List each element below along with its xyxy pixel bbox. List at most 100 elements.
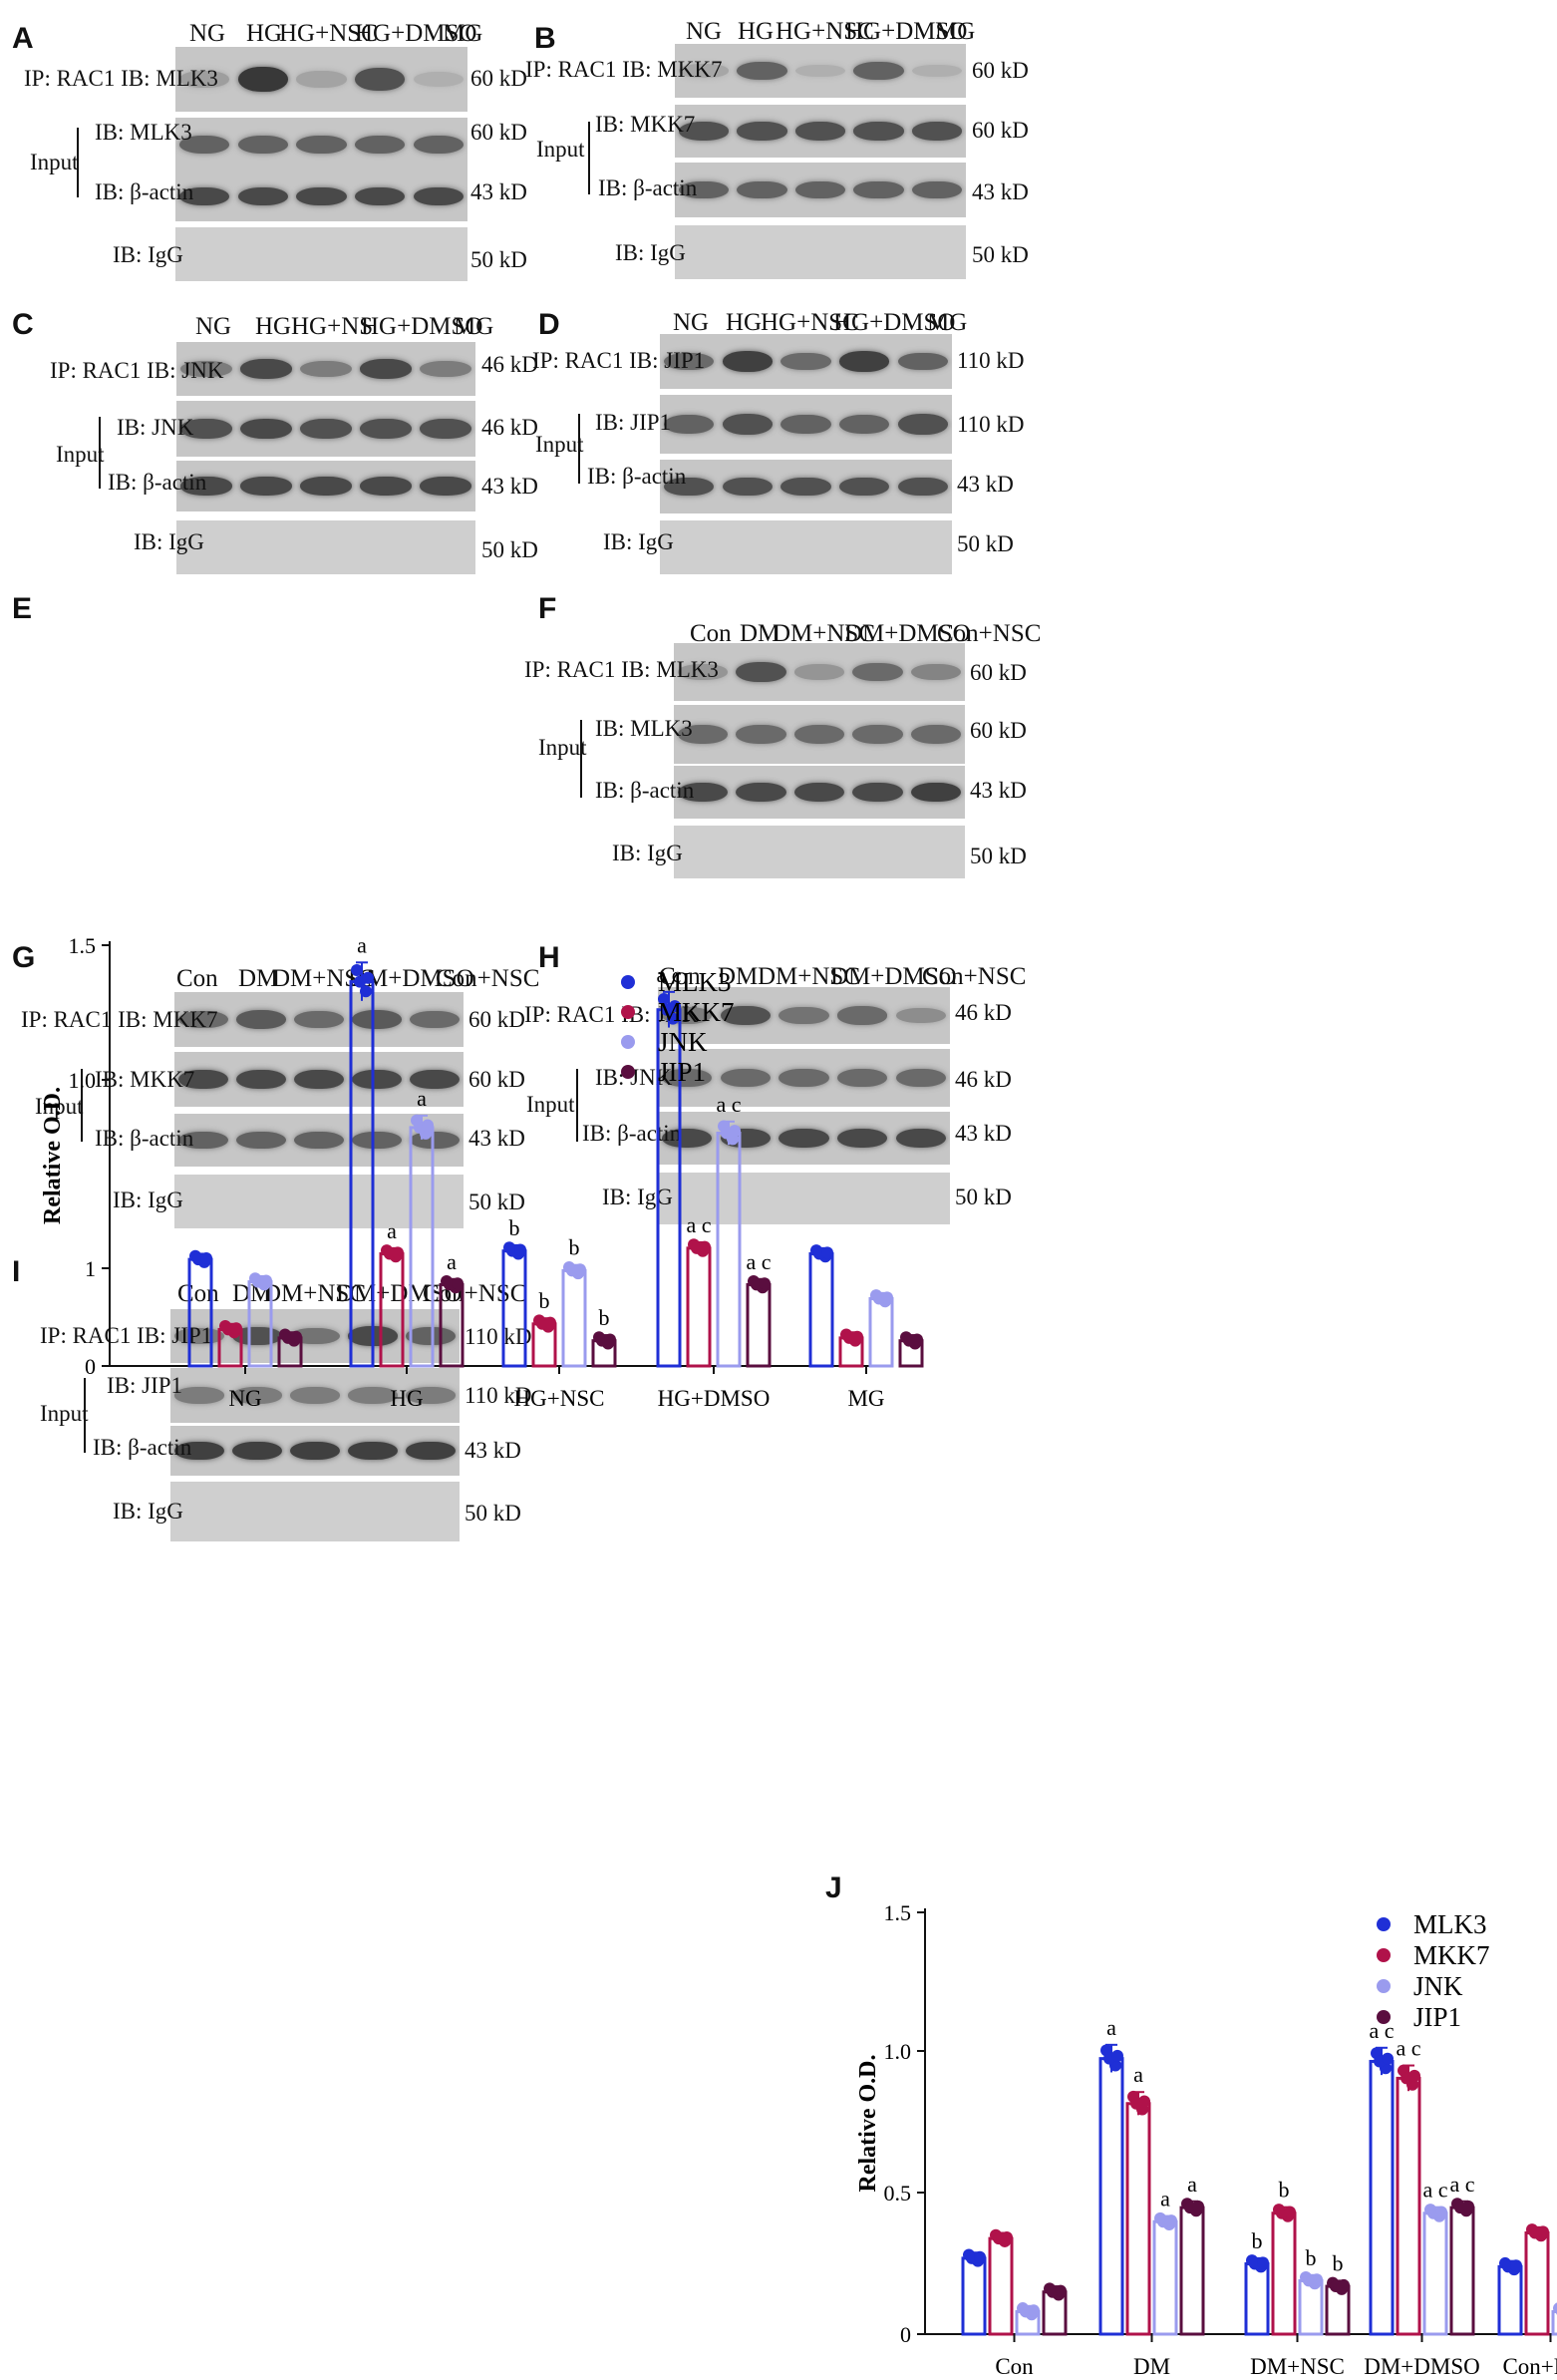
sig-label-j-0-1: a <box>1106 2015 1116 2040</box>
panel-letter-f: F <box>538 592 557 625</box>
bar-j-mkk7-3 <box>1396 2076 1421 2336</box>
kd-label-a-0: 60 kD <box>470 66 527 91</box>
sig-label-e-3-2: b <box>599 1305 610 1330</box>
legend-marker-j-2 <box>1377 1979 1391 1993</box>
band-c-1-3 <box>360 419 412 439</box>
legend-marker-e-0 <box>621 975 635 989</box>
blot-c-row-1 <box>176 401 475 457</box>
band-i-0-1 <box>232 1326 282 1346</box>
blot-i-row-3 <box>170 1482 460 1541</box>
blot-a-row-2 <box>175 171 467 221</box>
point-j-1-0-3 <box>1001 2230 1013 2243</box>
lane-label-d-1: HG <box>726 309 763 336</box>
blot-a-row-1 <box>175 118 467 171</box>
band-f-1-4 <box>910 725 961 744</box>
kd-label-a-1: 60 kD <box>470 120 527 145</box>
legend-label-e-2: JNK <box>658 1027 708 1057</box>
row-label-b-3: IB: IgG <box>615 240 686 265</box>
legend-marker-j-1 <box>1377 1948 1391 1962</box>
sig-label-e-1-1: a <box>387 1218 397 1243</box>
band-a-0-2 <box>296 71 347 88</box>
kd-label-c-2: 43 kD <box>481 474 538 499</box>
band-d-2-3 <box>838 477 890 497</box>
band-c-2-2 <box>300 477 352 496</box>
band-b-1-0 <box>679 122 730 141</box>
band-h-0-4 <box>895 1007 946 1024</box>
point-j-1-2-3 <box>1284 2206 1296 2218</box>
lane-label-h-2: DM+NSC <box>758 963 861 990</box>
point-e-1-0-3 <box>230 1322 242 1335</box>
band-a-2-2 <box>296 187 347 205</box>
point-e-1-2-3 <box>544 1316 556 1329</box>
band-i-2-4 <box>406 1441 456 1461</box>
band-h-1-0 <box>662 1068 713 1088</box>
point-e-2-4-3 <box>881 1291 893 1304</box>
input-bracket-a <box>77 128 79 197</box>
row-label-g-3: IB: IgG <box>113 1188 183 1212</box>
point-j-1-1-3 <box>1138 2095 1150 2108</box>
band-g-0-0 <box>178 1010 228 1029</box>
input-label-a: Input <box>30 150 79 174</box>
row-label-b-2: IB: β-actin <box>598 175 698 200</box>
legend-marker-e-1 <box>621 1005 635 1019</box>
blot-h-row-1 <box>658 1049 950 1107</box>
row-label-d-3: IB: IgG <box>603 529 674 554</box>
row-label-a-2: IB: β-actin <box>95 179 194 204</box>
lane-label-g-1: DM <box>238 965 279 992</box>
panel-letter-i: I <box>12 1255 21 1288</box>
kd-label-i-1: 110 kD <box>465 1383 532 1408</box>
band-d-0-2 <box>780 352 831 371</box>
lane-label-b-4: MG <box>935 18 976 45</box>
lane-label-f-1: DM <box>740 620 780 647</box>
band-f-2-1 <box>736 783 786 802</box>
band-b-1-1 <box>737 122 787 141</box>
band-h-0-3 <box>836 1006 888 1025</box>
sig-label-e-1-2: b <box>539 1288 550 1313</box>
band-i-2-1 <box>232 1441 282 1461</box>
sig-label-e-2-1: a <box>417 1086 427 1111</box>
kd-label-d-0: 110 kD <box>957 348 1025 373</box>
band-b-2-1 <box>737 180 787 199</box>
band-g-0-4 <box>410 1010 460 1029</box>
x-tick-label-j-1: DM <box>1133 2354 1170 2379</box>
x-tick-label-e-0: NG <box>228 1386 261 1411</box>
band-a-0-4 <box>413 71 464 88</box>
bar-j-mkk7-0 <box>988 2236 1014 2336</box>
band-c-0-4 <box>420 361 471 377</box>
band-g-0-3 <box>352 1010 402 1029</box>
kd-label-f-3: 50 kD <box>970 844 1027 868</box>
row-label-h-3: IB: IgG <box>602 1185 673 1209</box>
band-h-2-2 <box>778 1129 829 1148</box>
row-label-b-1: IB: MKK7 <box>595 112 696 137</box>
band-b-1-2 <box>794 122 846 141</box>
blot-d-row-2 <box>660 460 952 513</box>
input-label-i: Input <box>40 1401 89 1426</box>
lane-label-h-3: DM+DMSO <box>830 963 957 990</box>
band-a-2-1 <box>237 187 289 205</box>
lane-label-a-3: HG+DMSO <box>355 20 477 47</box>
point-j-2-1-3 <box>1165 2214 1177 2227</box>
point-e-3-1-3 <box>452 1277 464 1290</box>
lane-label-b-0: NG <box>686 18 723 45</box>
bar-j-jnk-4 <box>1551 2309 1557 2336</box>
band-g-2-3 <box>352 1131 402 1150</box>
band-g-2-2 <box>294 1131 344 1150</box>
band-c-0-2 <box>300 361 352 377</box>
kd-label-b-3: 50 kD <box>972 242 1029 267</box>
lane-label-d-0: NG <box>673 309 710 336</box>
y-tick-label-e-1: 1 <box>85 1256 96 1281</box>
lane-label-h-1: DM <box>718 963 759 990</box>
panel-letter-j: J <box>825 1871 842 1904</box>
sig-label-j-1-1: a <box>1133 2062 1143 2087</box>
y-axis-label-j: Relative O.D. <box>855 2055 881 2193</box>
legend-marker-j-0 <box>1377 1917 1391 1931</box>
lane-label-c-4: MG <box>454 313 494 340</box>
point-j-3-1-3 <box>1192 2200 1204 2212</box>
kd-label-c-1: 46 kD <box>481 415 538 440</box>
band-a-0-0 <box>179 71 230 88</box>
kd-label-g-1: 60 kD <box>468 1067 525 1092</box>
blot-f-row-3 <box>674 826 965 878</box>
x-tick-label-j-3: DM+DMSO <box>1364 2354 1480 2379</box>
sig-label-j-3-1: a <box>1187 2172 1197 2197</box>
sig-label-j-2-1: a <box>1160 2187 1170 2211</box>
